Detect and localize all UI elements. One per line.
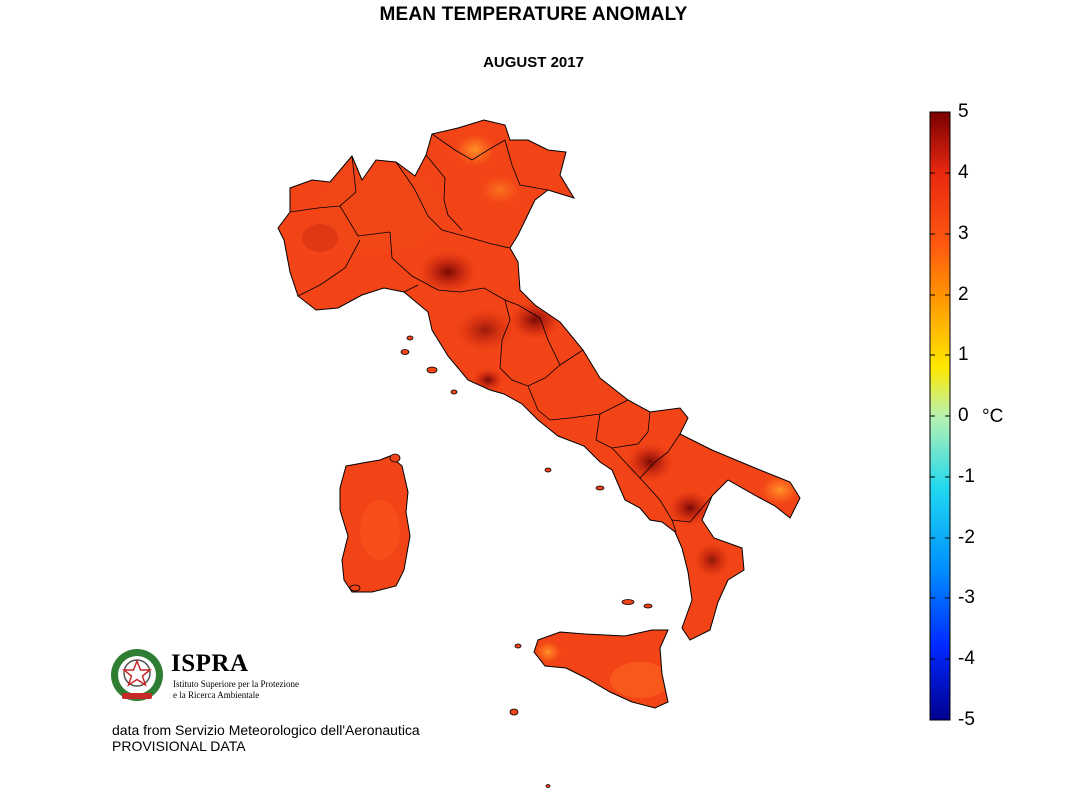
data-source-credit: data from Servizio Meteorologico dell'Ae… bbox=[112, 722, 420, 738]
logo-name: ISPRA bbox=[171, 650, 249, 677]
provisional-data-note: PROVISIONAL DATA bbox=[112, 738, 246, 754]
map-title: MEAN TEMPERATURE ANOMALY bbox=[379, 4, 688, 25]
colorbar-tick-label: -5 bbox=[958, 709, 975, 730]
region-boundaries bbox=[289, 133, 713, 533]
colorbar-tick-label: 0 bbox=[958, 405, 969, 426]
colorbar-tick-label: -1 bbox=[958, 466, 975, 487]
map-subtitle: AUGUST 2017 bbox=[483, 54, 584, 71]
ispra-emblem-icon bbox=[111, 649, 163, 701]
colorbar-tick-label: 3 bbox=[958, 223, 969, 244]
colorbar-tick-label: 5 bbox=[958, 101, 969, 122]
colorbar-tick-label: 2 bbox=[958, 284, 969, 305]
colorbar-ticks bbox=[930, 111, 950, 721]
colorbar-tick-label: -4 bbox=[958, 648, 975, 669]
colorbar-tick-label: 4 bbox=[958, 162, 969, 183]
colorbar-tick-label: 1 bbox=[958, 344, 969, 365]
small-islands bbox=[349, 335, 653, 788]
logo-subtitle-line1: Istituto Superiore per la Protezione bbox=[173, 679, 299, 689]
colorbar-tick-label: -3 bbox=[958, 587, 975, 608]
logo-subtitle-line2: e la Ricerca Ambientale bbox=[173, 690, 260, 700]
colorbar-unit: °C bbox=[982, 406, 1004, 427]
colorbar-tick-label: -2 bbox=[958, 527, 975, 548]
